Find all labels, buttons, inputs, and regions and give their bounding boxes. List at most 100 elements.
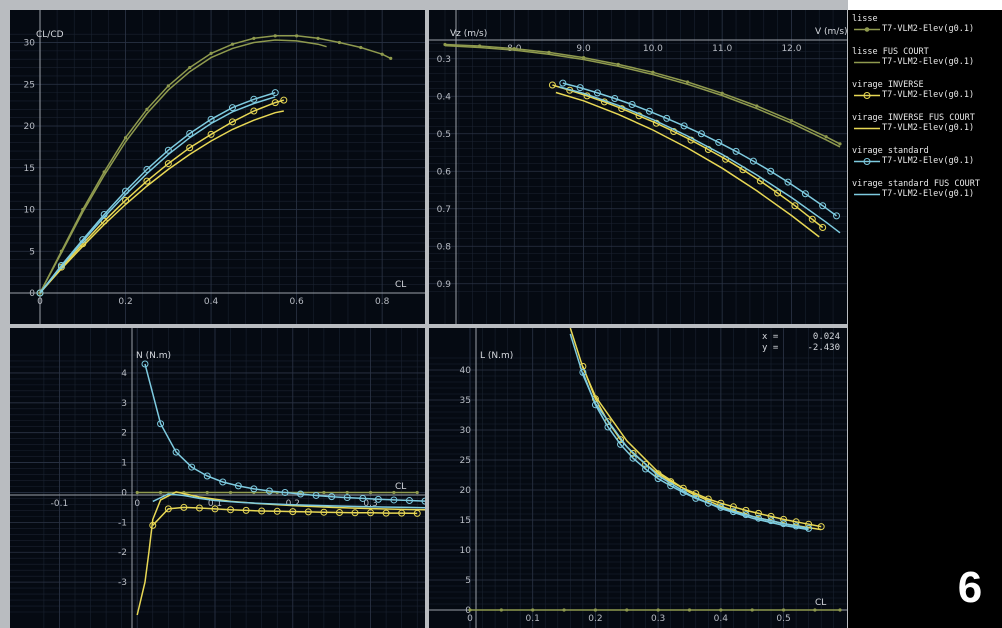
data-point xyxy=(617,440,625,448)
series-line xyxy=(39,99,285,294)
data-point xyxy=(680,122,688,130)
data-point xyxy=(164,160,172,168)
data-point xyxy=(337,40,341,45)
data-point xyxy=(367,509,375,517)
y-tick-label: 0.8 xyxy=(437,242,452,252)
y-tick-label: 15 xyxy=(460,516,471,526)
data-point xyxy=(368,490,373,495)
data-point xyxy=(382,509,390,517)
data-point xyxy=(195,504,203,512)
data-point xyxy=(593,608,598,612)
y-tick-label: 5 xyxy=(29,247,35,257)
data-point xyxy=(304,508,312,516)
x-tick-label: 0.2 xyxy=(588,614,602,624)
data-point xyxy=(732,147,740,155)
data-point xyxy=(499,608,503,612)
readout-y-label: y = xyxy=(762,343,779,353)
data-point xyxy=(273,34,277,38)
y-tick-label: 40 xyxy=(460,366,472,376)
data-point xyxy=(335,508,343,516)
y-tick-label: 1 xyxy=(121,459,127,469)
data-point xyxy=(219,478,227,486)
data-point xyxy=(316,36,320,40)
legend-item: lisse T7-VLM2-Elev(g0.1) xyxy=(852,14,1002,44)
data-point xyxy=(273,507,281,515)
data-point xyxy=(250,95,258,103)
data-point xyxy=(143,177,151,185)
series-line xyxy=(136,491,425,616)
x-tick-label: 0.3 xyxy=(363,499,377,509)
legend-swatch xyxy=(854,92,880,99)
series-line xyxy=(144,363,425,502)
y-tick-label: 0 xyxy=(465,606,471,616)
data-point xyxy=(252,36,256,40)
y-axis-label: CL/CD xyxy=(36,30,64,40)
data-point xyxy=(164,505,172,513)
panel-content: 8.09.010.011.012.00.30.40.50.60.70.80.9V… xyxy=(429,10,847,324)
y-tick-label: 0.6 xyxy=(437,167,452,177)
y-tick-label: 0 xyxy=(121,488,127,498)
data-point xyxy=(559,79,567,87)
legend-item-name: lisse FUS COURT xyxy=(852,47,929,57)
legend-item-source: T7-VLM2-Elev(g0.1) xyxy=(882,189,975,199)
data-point xyxy=(57,261,65,269)
data-point xyxy=(158,490,163,495)
y-tick-label: 0.9 xyxy=(437,280,452,290)
data-point xyxy=(819,202,827,210)
legend-swatch xyxy=(854,158,880,165)
y-tick-label: 30 xyxy=(460,426,472,436)
data-point xyxy=(562,608,566,612)
series-line xyxy=(39,39,327,294)
data-point xyxy=(145,107,149,111)
data-point xyxy=(345,490,349,495)
y-tick-label: 10 xyxy=(460,546,472,556)
data-point xyxy=(359,45,363,50)
x-tick-label: 0 xyxy=(37,297,43,307)
data-point xyxy=(531,608,535,612)
data-point xyxy=(188,463,196,471)
data-point xyxy=(328,493,336,501)
readout-x-label: x = xyxy=(762,332,779,342)
data-point xyxy=(742,506,750,514)
y-tick-label: 30 xyxy=(24,39,36,49)
data-point xyxy=(258,507,266,515)
legend-item-name: lisse xyxy=(852,14,878,24)
series-line xyxy=(39,110,284,294)
data-point xyxy=(749,157,757,165)
data-point xyxy=(203,472,211,480)
series-line xyxy=(39,96,276,294)
data-point xyxy=(123,136,128,140)
data-point xyxy=(663,114,671,122)
panel-background xyxy=(429,10,847,324)
x-tick-label: 10.0 xyxy=(643,44,663,54)
data-point xyxy=(242,506,250,514)
y-tick-label: 0.4 xyxy=(437,92,452,102)
data-point xyxy=(289,508,297,516)
x-axis-label: CL xyxy=(395,280,406,290)
data-point xyxy=(207,130,215,138)
data-point xyxy=(359,494,367,502)
data-point xyxy=(767,167,775,175)
x-tick-label: 0 xyxy=(467,614,473,624)
data-point xyxy=(164,146,172,154)
readout-x-value: 0.024 xyxy=(813,332,840,342)
data-point xyxy=(389,56,393,60)
y-tick-label: 0.3 xyxy=(437,55,451,65)
data-point xyxy=(405,497,413,505)
legend-item-name: virage INVERSE FUS COURT xyxy=(852,113,975,123)
data-point xyxy=(205,490,209,495)
data-point xyxy=(685,80,690,84)
legend-item: lisse FUS COURT T7-VLM2-Elev(g0.1) xyxy=(852,47,1002,77)
legend-item-source: T7-VLM2-Elev(g0.1) xyxy=(882,156,975,166)
series-line xyxy=(555,91,820,238)
data-point xyxy=(616,62,620,66)
y-tick-label: -1 xyxy=(118,518,127,528)
data-point xyxy=(295,34,299,38)
data-point xyxy=(36,289,44,297)
data-point xyxy=(789,119,794,123)
data-point xyxy=(312,491,320,499)
x-tick-label: 0.4 xyxy=(204,297,219,307)
data-point xyxy=(392,490,396,495)
data-point xyxy=(320,508,328,516)
legend-item-source: T7-VLM2-Elev(g0.1) xyxy=(882,90,975,100)
